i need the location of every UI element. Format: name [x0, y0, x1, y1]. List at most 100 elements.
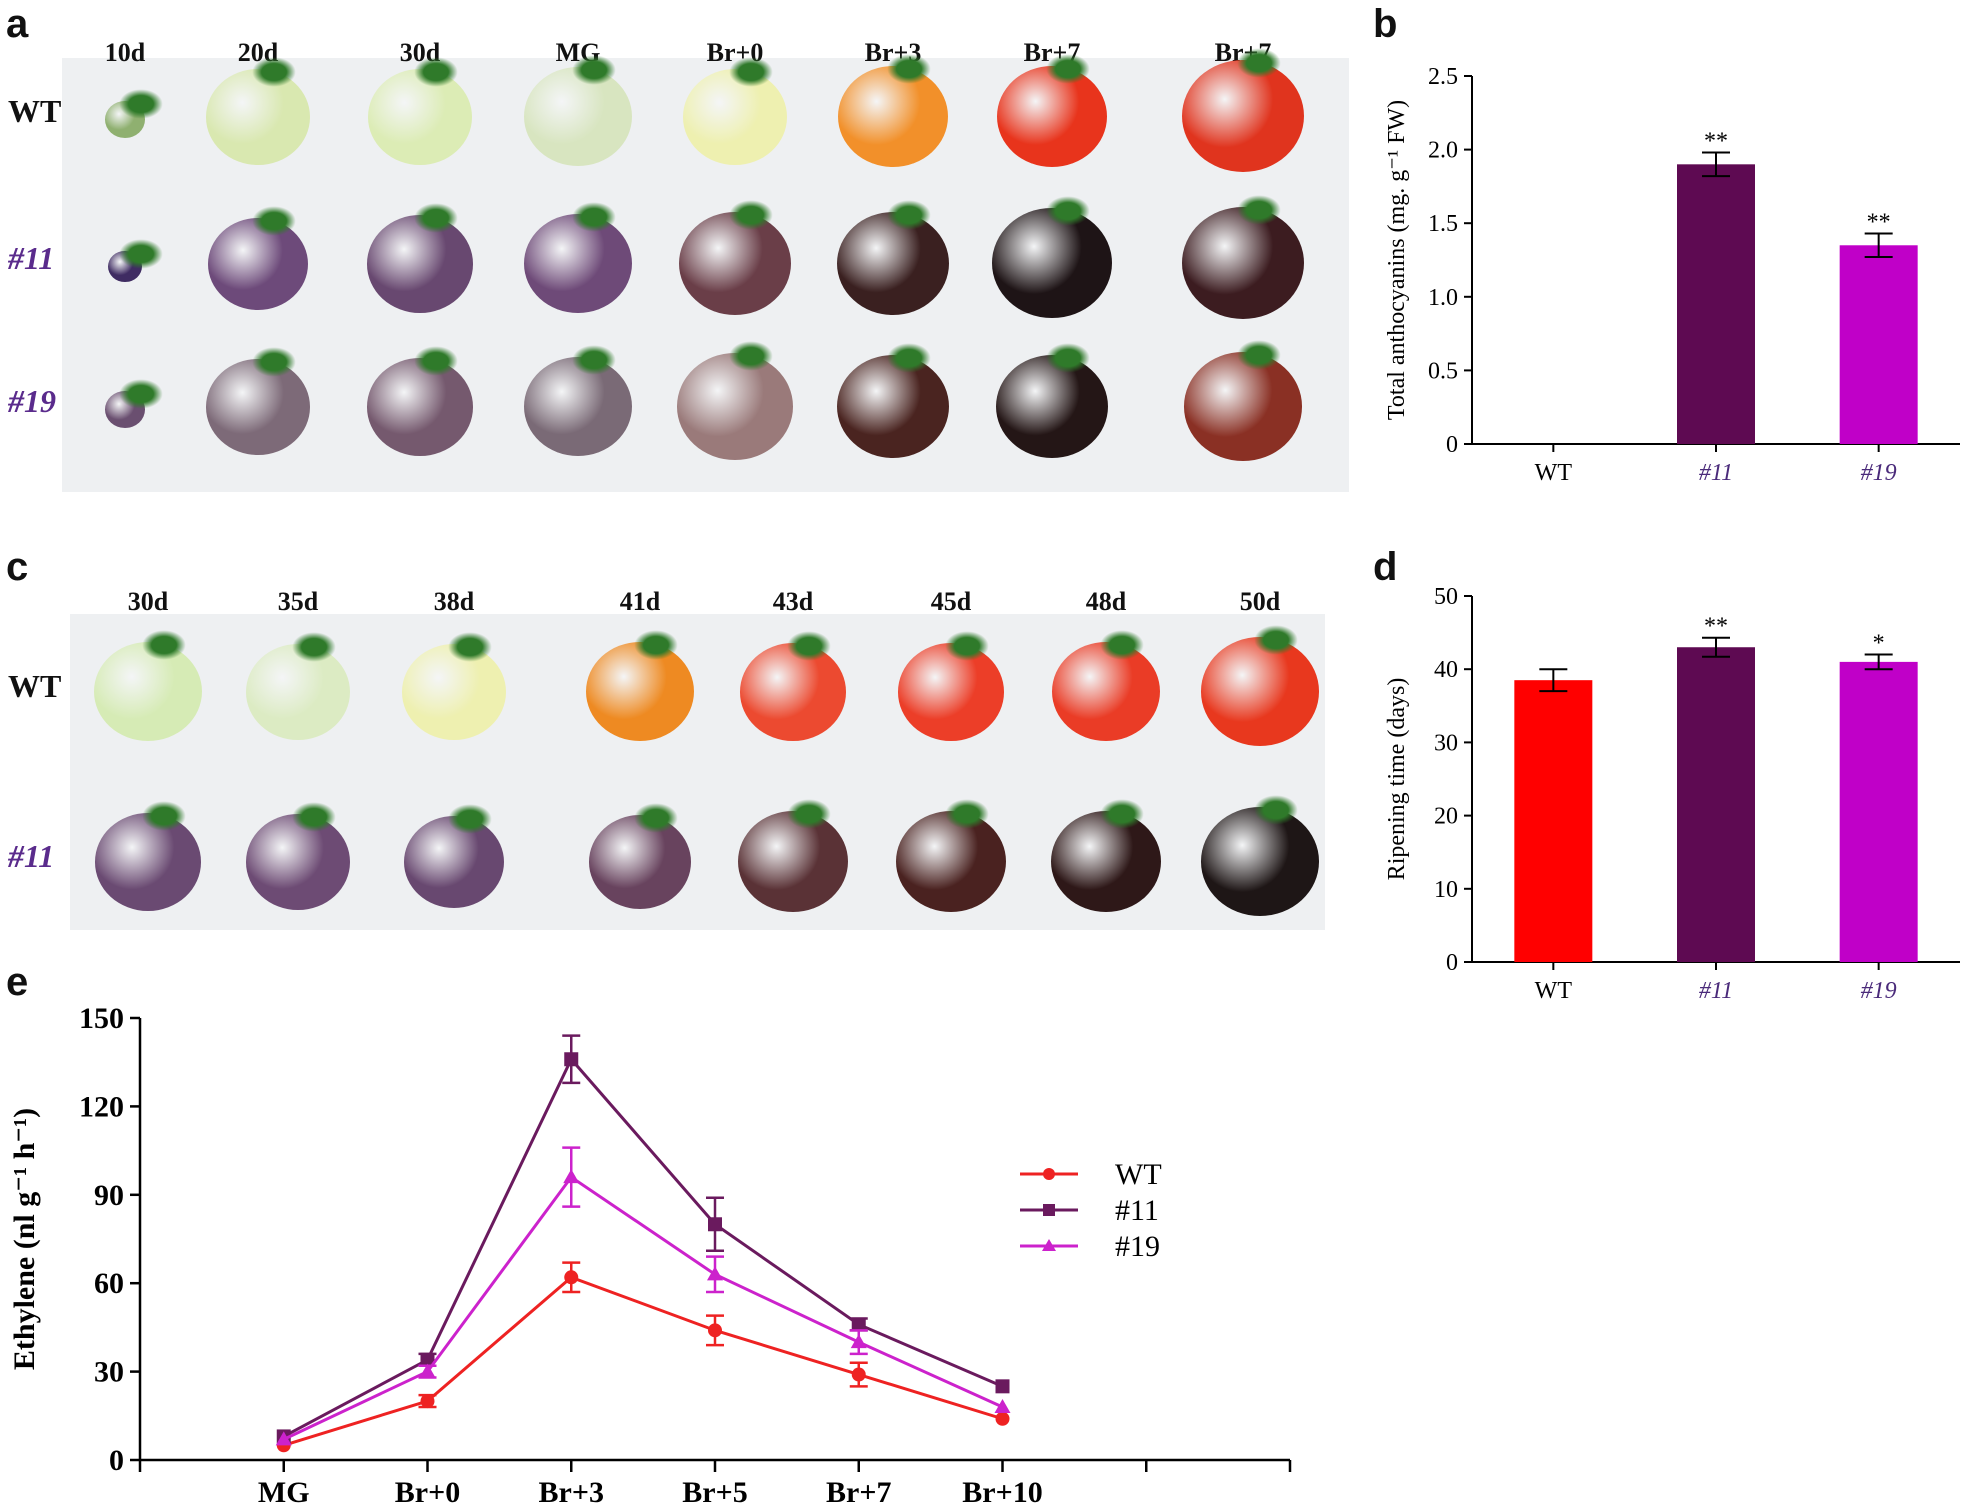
x-tick-label: #11 [1699, 978, 1733, 1004]
panel-letter-e: e [6, 960, 29, 1004]
calyx-image [292, 802, 336, 832]
column-label: 48d [1085, 587, 1127, 616]
data-point [708, 1323, 722, 1338]
calyx-image [1046, 196, 1090, 226]
y-tick-label: 2.0 [1428, 138, 1458, 164]
y-axis-label: Ripening time (days) [1384, 678, 1410, 881]
calyx-image [945, 799, 989, 829]
panel-letter-a: a [6, 2, 29, 46]
bar [1677, 164, 1755, 444]
calyx-image [448, 632, 492, 662]
bar [1839, 245, 1918, 444]
data-point [563, 1169, 580, 1184]
calyx-image [414, 57, 458, 87]
calyx-image [729, 57, 773, 87]
calyx-image [572, 345, 616, 375]
calyx-image [1237, 195, 1281, 225]
legend-label: #11 [1115, 1194, 1159, 1227]
calyx-image [787, 799, 831, 829]
x-tick-label: #19 [1861, 460, 1897, 486]
data-point [564, 1052, 579, 1067]
calyx-image [1046, 343, 1090, 373]
calyx-image [729, 200, 773, 230]
calyx-image [142, 630, 186, 660]
series-line [283, 1275, 1003, 1447]
calyx-image [1100, 630, 1144, 660]
significance-label: ** [1867, 210, 1891, 236]
column-label: 45d [930, 587, 972, 616]
fruit-image [1182, 207, 1304, 320]
x-tick-label: MG [258, 1476, 310, 1509]
y-tick-label: 30 [1434, 730, 1458, 756]
data-point [994, 1398, 1011, 1413]
data-point [420, 1352, 435, 1367]
y-tick-label: 120 [79, 1090, 124, 1123]
column-label: 30d [127, 587, 169, 616]
calyx-image [252, 57, 296, 87]
y-tick-label: 0.5 [1428, 358, 1458, 384]
calyx-image [1237, 48, 1281, 78]
x-tick-label: #11 [1699, 460, 1733, 486]
column-label: 38d [433, 587, 475, 616]
x-tick-label: WT [1535, 978, 1573, 1004]
data-point [564, 1270, 579, 1285]
data-point [851, 1367, 866, 1382]
y-tick-label: 60 [94, 1267, 124, 1300]
row-label: #19 [8, 383, 56, 419]
bar [1514, 680, 1593, 962]
calyx-image [119, 379, 163, 409]
calyx-image [252, 206, 296, 236]
x-tick-label: Br+7 [826, 1476, 891, 1509]
x-tick-label: #19 [1861, 978, 1897, 1004]
y-tick-label: 2.5 [1428, 64, 1458, 90]
bar [1677, 647, 1755, 962]
data-point [995, 1411, 1010, 1426]
legend-label: #19 [1115, 1230, 1160, 1263]
fruit-image [1182, 60, 1304, 173]
panel-letter-d: d [1373, 545, 1398, 589]
column-label: 35d [277, 587, 319, 616]
calyx-image [292, 632, 336, 662]
calyx-image [448, 804, 492, 834]
x-tick-label: Br+0 [395, 1476, 460, 1509]
panel-letter-b: b [1373, 2, 1398, 46]
series-line [283, 1175, 1004, 1441]
fruit-image [1184, 352, 1302, 461]
row-label: WT [8, 93, 62, 129]
series-line [283, 1056, 1004, 1438]
calyx-image [945, 631, 989, 661]
row-label: #11 [8, 838, 55, 874]
y-axis-label: Ethylene (nl g⁻¹ h⁻¹) [8, 1108, 41, 1370]
data-point [275, 1431, 292, 1446]
calyx-image [119, 89, 163, 119]
y-tick-label: 1.0 [1428, 285, 1458, 311]
x-tick-label: Br+3 [539, 1476, 604, 1509]
legend-marker [1043, 1204, 1055, 1216]
calyx-image [887, 200, 931, 230]
y-tick-label: 50 [1434, 584, 1458, 610]
x-tick-label: Br+10 [962, 1476, 1042, 1509]
calyx-image [887, 343, 931, 373]
calyx-image [572, 202, 616, 232]
data-point [851, 1317, 866, 1332]
calyx-image [252, 347, 296, 377]
y-tick-label: 0 [1446, 950, 1458, 976]
calyx-image [1046, 54, 1090, 84]
significance-label: ** [1704, 129, 1728, 155]
panel-letter-c: c [6, 545, 29, 589]
y-tick-label: 30 [94, 1356, 124, 1389]
calyx-image [414, 203, 458, 233]
significance-label: ** [1704, 614, 1728, 640]
x-tick-label: Br+5 [682, 1476, 747, 1509]
y-tick-label: 40 [1434, 657, 1458, 683]
fruit-image [992, 208, 1112, 319]
fruit-image [1201, 807, 1319, 916]
data-point [707, 1266, 723, 1281]
column-label: 41d [619, 587, 661, 616]
data-point [420, 1394, 435, 1409]
calyx-image [1254, 625, 1298, 655]
y-tick-label: 0 [109, 1444, 124, 1477]
column-label: 43d [772, 587, 814, 616]
y-tick-label: 20 [1434, 804, 1458, 830]
data-point [995, 1379, 1010, 1394]
